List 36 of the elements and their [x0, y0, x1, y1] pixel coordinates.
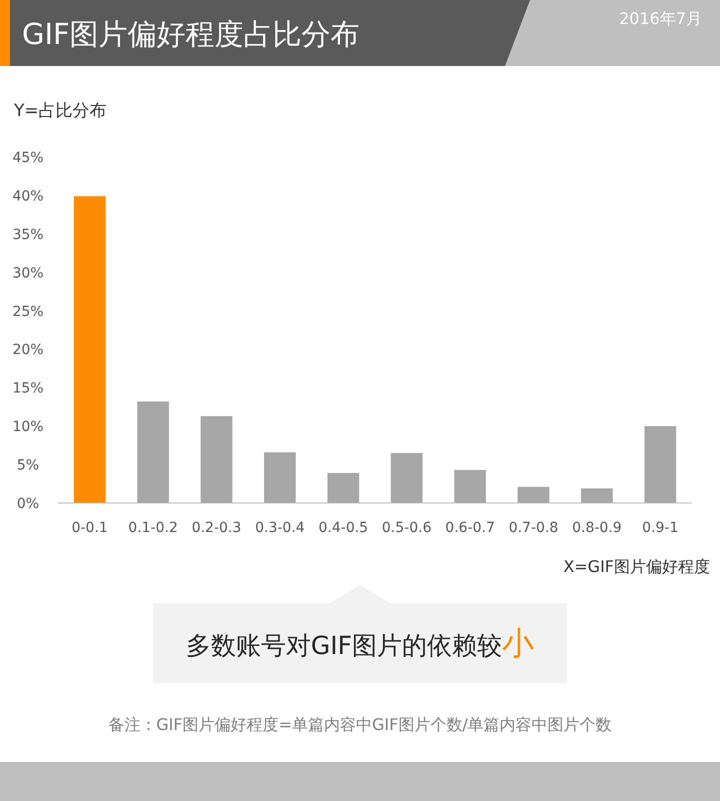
bar: [200, 416, 232, 503]
x-axis-title: X=GIF图片偏好程度: [563, 557, 710, 576]
y-axis-title: Y=占比分布: [13, 101, 107, 121]
x-tick-label: 0.9-1: [642, 520, 678, 536]
bar: [137, 402, 169, 503]
y-tick-label: 0%: [16, 496, 40, 512]
x-tick-label: 0.3-0.4: [255, 520, 305, 536]
x-tick-label: 0.4-0.5: [318, 520, 368, 536]
bar: [454, 470, 486, 503]
x-tick-label: 0-0.1: [72, 520, 108, 536]
chart-title: GIF图片偏好程度占比分布: [22, 17, 360, 51]
chart-subtitle: 2016年7月: [619, 9, 702, 28]
x-tick-label: 0.8-0.9: [572, 520, 622, 536]
y-tick-label: 25%: [12, 304, 44, 320]
y-tick-label: 35%: [12, 226, 44, 243]
bar: [327, 473, 360, 503]
text: 备注：GIF图片偏好程度=单篇内容中GIF图片个数/单篇内容中图片个数: [108, 715, 612, 734]
y-tick-label: 5%: [16, 458, 40, 474]
y-tick-label: 15%: [12, 380, 44, 397]
x-tick-label: 0.5-0.6: [382, 520, 432, 536]
bar: [264, 452, 296, 503]
x-tick-label: 0.6-0.7: [445, 520, 495, 536]
x-tick-label: 0.7-0.8: [508, 520, 558, 536]
y-tick-label: 30%: [12, 265, 44, 282]
x-tick-label: 0.2-0.3: [192, 520, 242, 536]
bar: [581, 488, 613, 503]
bar: [390, 453, 423, 503]
y-tick-label: 45%: [12, 150, 44, 166]
bar: [644, 426, 676, 503]
y-tick-label: 20%: [12, 342, 44, 358]
bar: [74, 196, 106, 503]
y-tick-label: 40%: [12, 188, 44, 204]
bar: [518, 486, 550, 503]
y-tick-label: 10%: [12, 419, 44, 436]
text: 多数账号对GIF图片的依赖较小: [186, 624, 534, 662]
x-tick-label: 0.1-0.2: [128, 520, 178, 536]
